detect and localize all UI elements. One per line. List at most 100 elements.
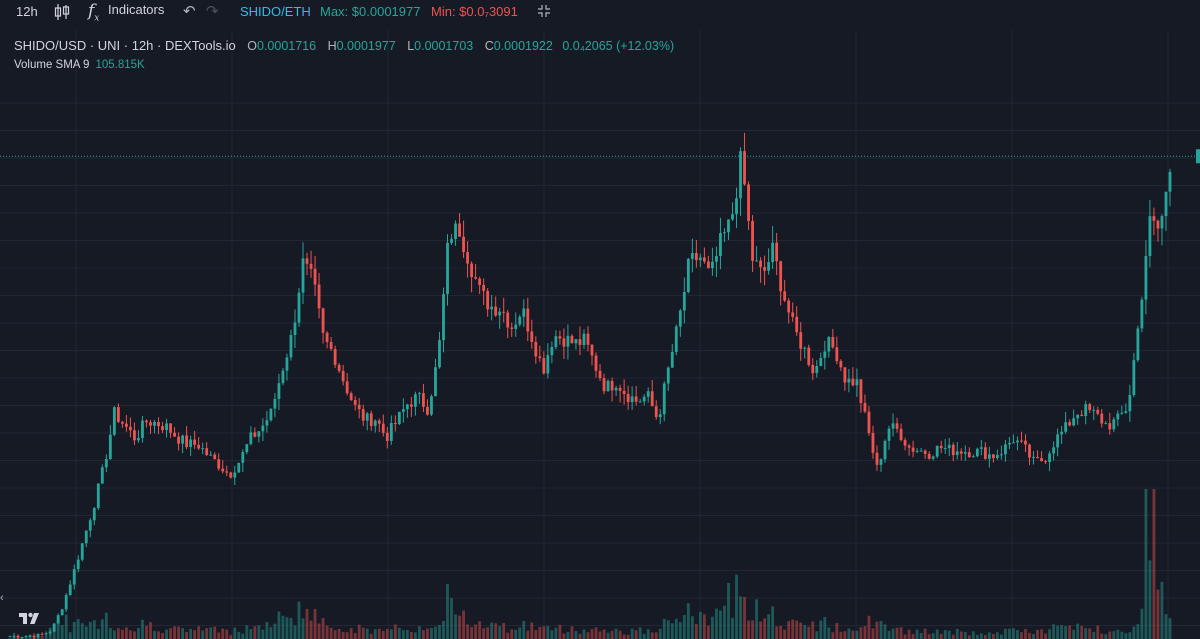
candle-body [173,432,176,437]
volume-bar [237,632,241,639]
candle-body [40,633,44,635]
volume-bar [52,627,56,639]
volume-bar [409,631,413,639]
volume-bar [277,611,281,639]
candle-body [690,253,694,259]
candle-body [261,425,265,432]
volume-bar [1040,629,1043,639]
volume-bar [931,633,935,639]
volume-bar [84,626,88,639]
candle-body [863,402,867,412]
volume-bar [177,626,180,639]
candle-body [959,451,963,454]
volume-bar [682,615,686,639]
volume-bar [1028,632,1031,639]
candle-body [462,236,465,253]
candle-body [141,420,144,438]
indicators-button[interactable]: fx Indicators [88,1,164,23]
candle-body [369,413,373,426]
low-label: L [407,39,415,53]
low-value: 0.0001703 [414,39,474,53]
candle-body [100,467,104,484]
candle-body [887,428,891,441]
open-label: O [247,39,257,53]
tradingview-logo-icon[interactable] [18,609,42,627]
volume-bar [301,618,305,639]
volume-bar [1048,629,1051,639]
candle-body [28,635,32,637]
pair-button[interactable]: SHIDO/ETH [240,4,311,19]
candle-body [1136,328,1140,361]
symbol-title: SHIDO/USD · UNI · 12h · DEXTools.io [14,38,236,53]
candle-body [775,242,779,262]
volume-bar [610,630,614,639]
volume-bar [100,619,104,639]
candle-body [975,448,979,457]
candle-body [606,380,610,392]
volume-bar [871,628,875,639]
volume-bar [1008,628,1011,639]
candle-body [891,423,895,429]
candle-body [731,214,734,220]
candle-body [1168,172,1172,192]
volume-bar [189,628,193,639]
candle-body [12,635,16,637]
candle-body [430,396,433,415]
candle-body [161,426,164,431]
candle-body [646,391,650,397]
candle-body [795,316,799,333]
candle-body [249,432,253,445]
candle-body [1028,444,1031,458]
candle-body [285,357,289,371]
volume-bar [887,630,891,639]
candle-body [389,423,393,441]
candle-body [125,423,128,427]
undo-icon[interactable]: ↶ [183,3,196,20]
redo-icon[interactable]: ↷ [206,3,219,20]
candle-body [618,387,622,391]
volume-bar [815,631,819,639]
volume-bar [112,630,116,639]
candle-body [662,383,666,415]
candle-body [1108,423,1112,430]
candle-body [546,355,550,374]
candle-body [847,378,851,383]
volume-bar [1100,633,1104,639]
scroll-left-arrow-icon[interactable]: ‹ [0,592,4,604]
volume-bar [1108,631,1112,639]
change-value: 0.0₄2065 (+12.03%) [562,39,675,53]
volume-bar [975,634,979,639]
volume-bar [161,632,164,639]
volume-bar [108,627,112,639]
volume-bar [325,625,329,639]
candle-body [494,306,498,316]
interval-button[interactable]: 12h [16,4,38,19]
volume-bar [939,633,943,639]
candle-body [60,609,64,616]
candle-body [405,404,409,410]
volume-bar [458,615,461,639]
candle-type-icon[interactable] [54,3,70,24]
candle-body [1016,440,1019,443]
volume-bar [40,635,44,639]
candle-body [747,184,750,221]
fullscreen-icon[interactable] [537,4,551,21]
volume-bar [935,629,939,639]
volume-bar [915,629,919,639]
volume-bar [522,621,526,639]
volume-bar [430,627,433,639]
candle-body [486,291,490,310]
candle-body [1084,404,1088,417]
volume-value: 105.815K [95,59,145,71]
candle-body [831,337,835,348]
candle-body [44,633,48,635]
candle-body [1076,414,1080,419]
candle-body [1012,442,1015,444]
candle-body [763,267,767,271]
volume-bar [891,628,895,639]
volume-bar [879,621,883,639]
candle-body [1116,413,1120,420]
candle-body [450,239,453,243]
candle-body [923,450,927,454]
